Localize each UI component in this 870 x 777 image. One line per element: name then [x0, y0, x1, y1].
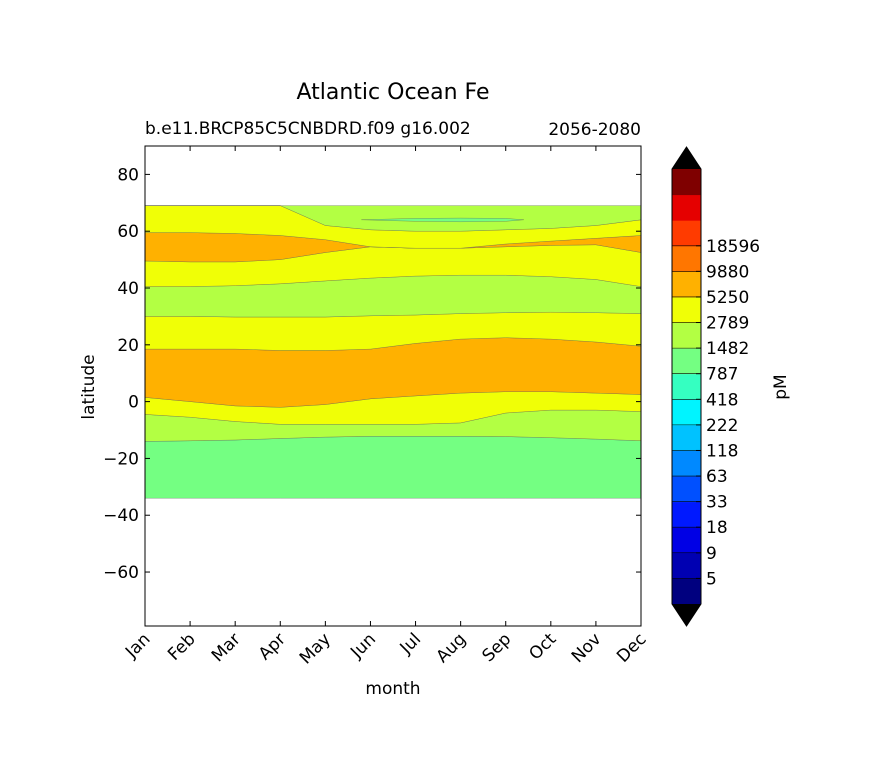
y-tick-label: 60 [117, 222, 139, 242]
plot-area [144, 145, 642, 627]
x-tick-label: Jan [121, 629, 154, 662]
x-tick-label: Dec [613, 629, 650, 666]
x-tick-label: Sep [478, 629, 515, 666]
chart-subtitle-right: 2056-2080 [548, 120, 641, 140]
y-tick-label: −40 [103, 506, 139, 526]
contour-band-0 [144, 436, 642, 499]
y-tick-label: 40 [117, 279, 139, 299]
colorbar: 5 9 18 33 63 118 222 418 787 1482 2789 5250 9880 1859… [671, 146, 760, 627]
y-tick-label: −60 [103, 563, 139, 583]
colorbar-tick-label: 33 [706, 493, 728, 513]
colorbar-segment [672, 424, 701, 451]
colorbar-tick-label: 418 [706, 390, 738, 410]
colorbar-segment [672, 220, 701, 247]
x-tick-label: Aug [433, 629, 471, 667]
colorbar-outline [671, 146, 702, 627]
colorbar-segment [672, 450, 701, 477]
colorbar-extend-max [672, 147, 701, 169]
colorbar-extend-min [672, 604, 701, 626]
y-tick-label: 20 [117, 336, 139, 356]
colorbar-tick-label: 222 [706, 416, 738, 436]
x-tick-label: Nov [568, 629, 606, 667]
colorbar-segment [672, 296, 701, 324]
colorbar-tick-label: 787 [706, 365, 738, 385]
contour-band-10 [361, 217, 524, 223]
y-tick-label: 80 [117, 165, 139, 185]
colorbar-tick-label: 5250 [706, 288, 749, 308]
colorbar-segment [672, 348, 701, 375]
colorbar-tick-label: 18596 [706, 237, 760, 257]
colorbar-tick-label: 63 [706, 467, 728, 487]
x-tick-label: Feb [164, 629, 199, 664]
y-axis-label: latitude [79, 354, 99, 419]
chart-title: Atlantic Ocean Fe [296, 80, 489, 105]
colorbar-segment [672, 476, 701, 503]
chart-subtitle-left: b.e11.BRCP85C5CNBDRD.f09 g16.002 [145, 119, 471, 139]
colorbar-segment [672, 578, 701, 605]
colorbar-segment [672, 245, 701, 272]
x-tick-label: Jun [346, 629, 380, 663]
colorbar-tick-label: 1482 [706, 339, 749, 359]
y-axis: 80 60 40 20 0 −20 −40 −60 [103, 165, 641, 583]
x-tick-label: Oct [525, 629, 560, 664]
plot-frame [144, 145, 642, 627]
colorbar-tick-label: 18 [706, 518, 728, 538]
y-tick-label: −20 [103, 449, 139, 469]
colorbar-segment [672, 399, 701, 426]
colorbar-segment [672, 527, 701, 554]
x-tick-label: Mar [208, 629, 245, 666]
y-tick-label: 0 [128, 393, 139, 413]
colorbar-tick-label: 2789 [706, 314, 749, 334]
colorbar-tick-label: 118 [706, 441, 738, 461]
x-tick-label: Jul [396, 629, 425, 658]
colorbar-segment [672, 552, 701, 579]
x-axis-label: month [365, 679, 420, 699]
x-tick-label: Apr [255, 629, 290, 664]
colorbar-segment [672, 373, 701, 400]
colorbar-tick-label: 9 [706, 544, 717, 564]
colorbar-segment [672, 501, 701, 528]
colorbar-segment [672, 271, 701, 298]
x-tick-label: May [296, 629, 335, 668]
colorbar-tick-label: 9880 [706, 262, 749, 282]
colorbar-segment [672, 322, 701, 349]
colorbar-segment [672, 169, 701, 196]
colorbar-tick-label: 5 [706, 569, 717, 589]
colorbar-segment [672, 194, 701, 221]
colorbar-label: pM [771, 374, 791, 399]
